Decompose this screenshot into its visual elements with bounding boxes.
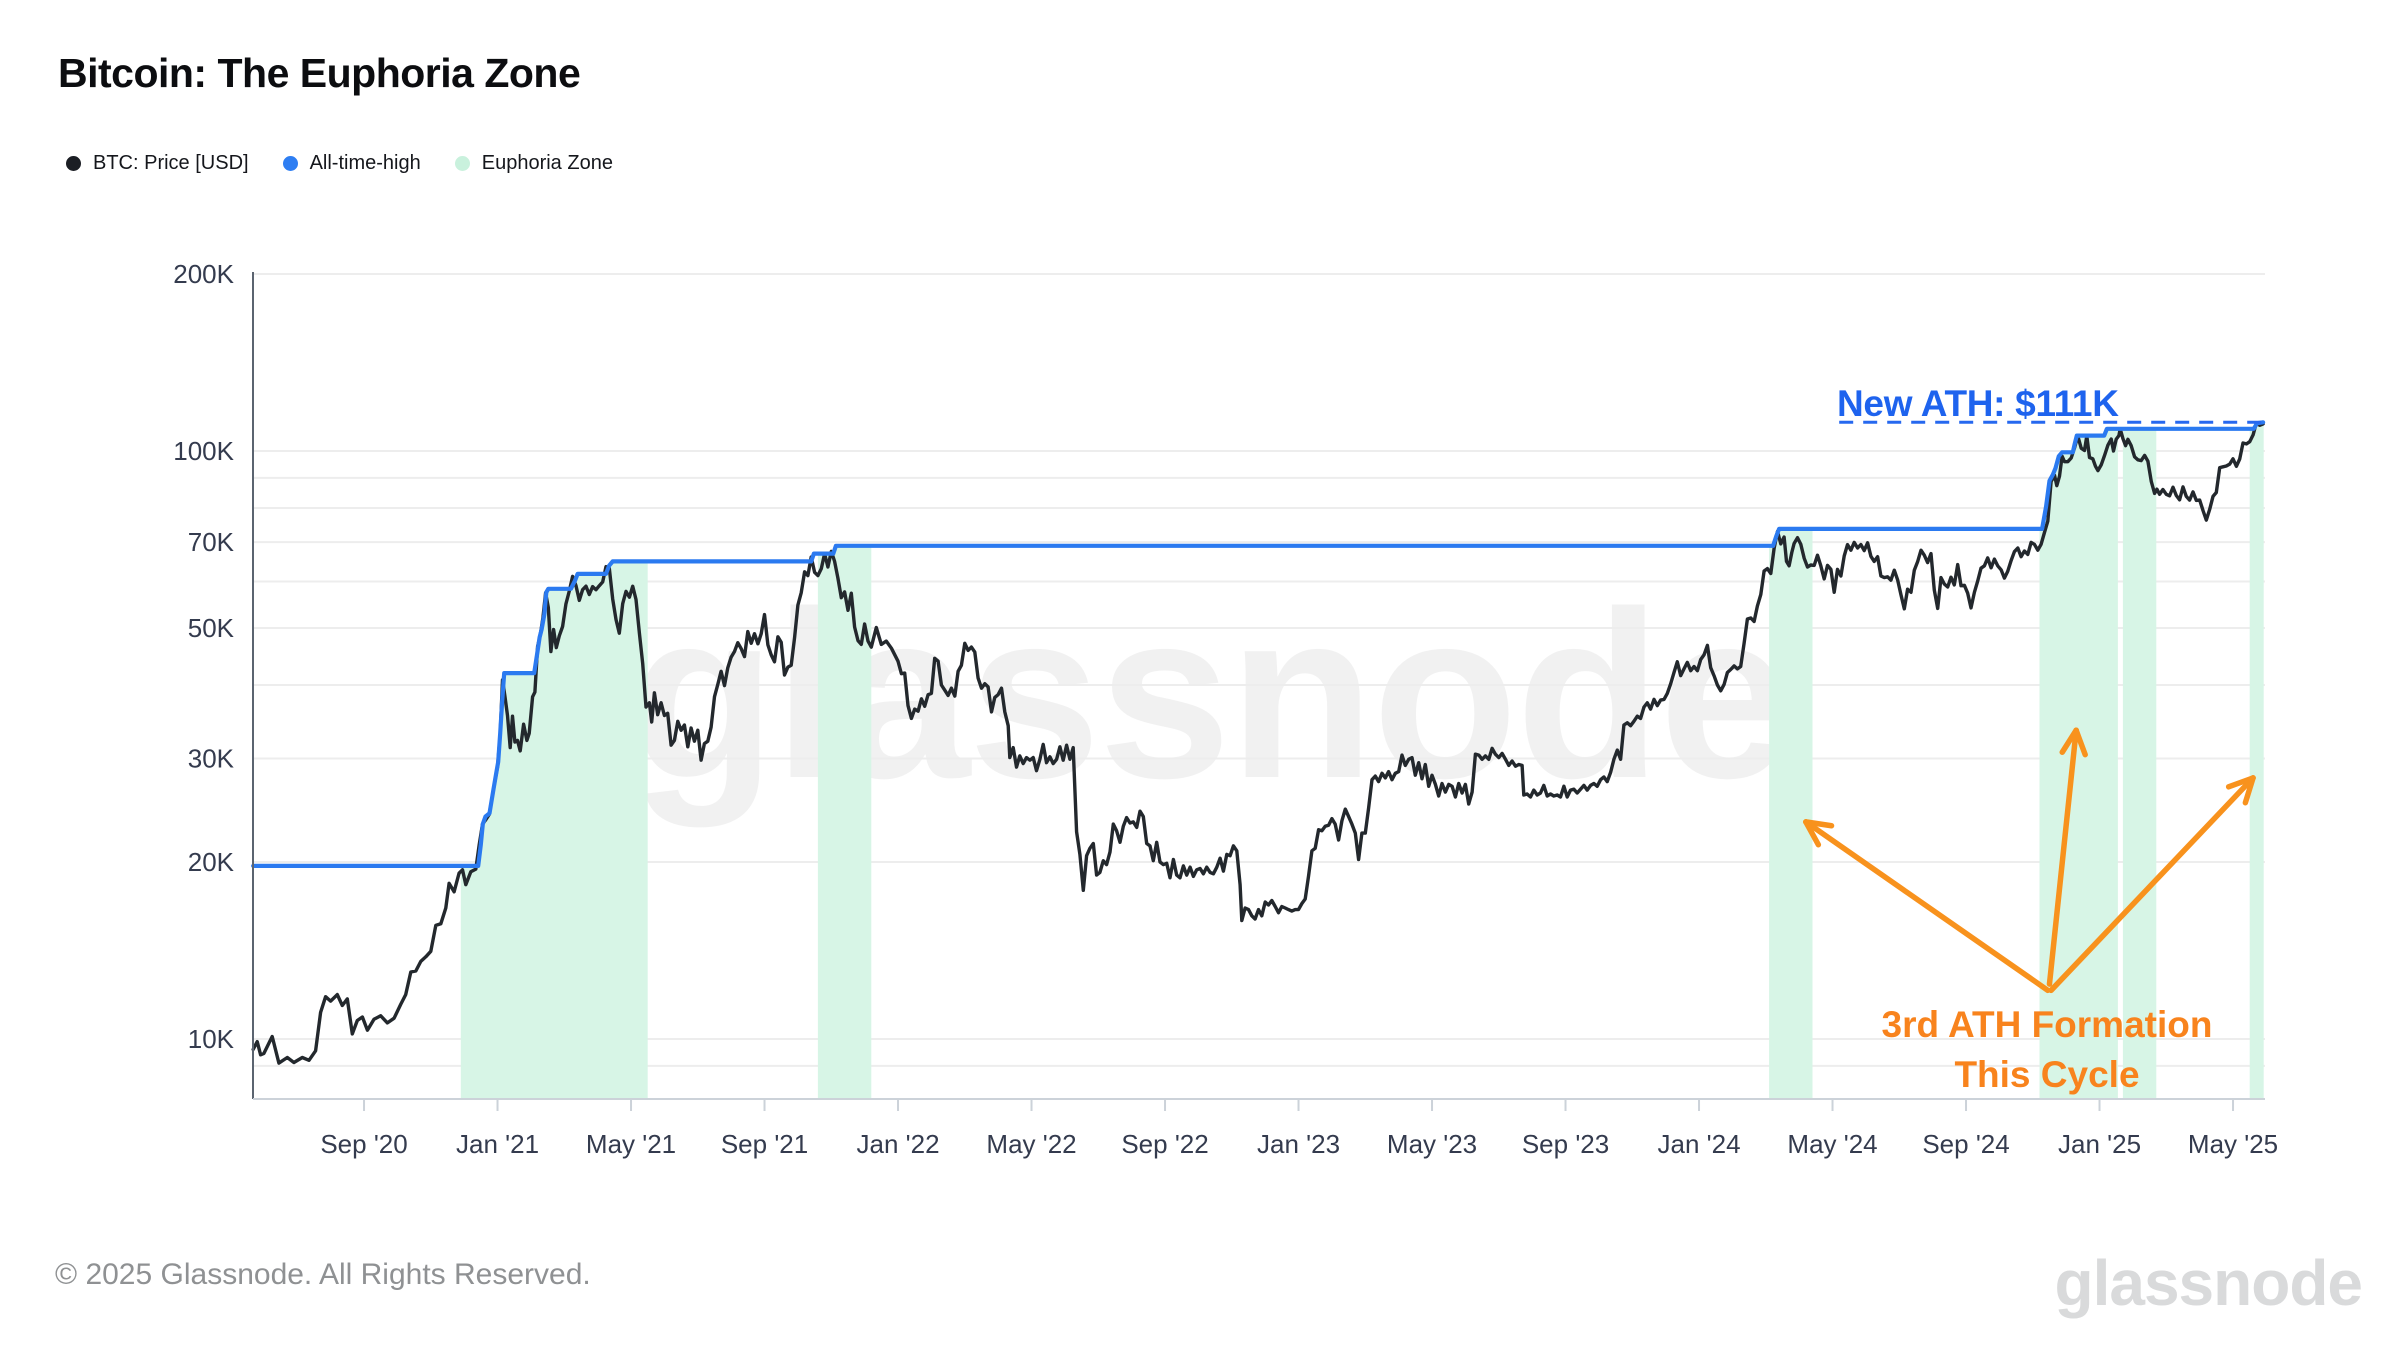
x-axis-label: Jan '23 — [1257, 1129, 1340, 1159]
euphoria-zone-band — [2122, 428, 2157, 1099]
annotation-arrowhead — [1803, 819, 1835, 829]
y-axis-label: 100K — [173, 436, 234, 466]
y-axis-label: 200K — [173, 259, 234, 289]
annotation-arrow — [2046, 727, 2079, 987]
all-time-high-marker-icon — [282, 156, 298, 171]
copyright-text: © 2025 Glassnode. All Rights Reserved. — [55, 1258, 591, 1291]
cycle-annotation: 3rd ATH Formation This Cycle — [1797, 1000, 2297, 1100]
x-axis-label: May '21 — [586, 1129, 676, 1159]
x-axis-label: May '24 — [1787, 1129, 1877, 1159]
btc-price-line — [251, 421, 2265, 1065]
glassnode-logo: glassnode — [2054, 1247, 2363, 1319]
new-ath-annotation: New ATH: $111K — [1837, 383, 2119, 424]
annotation-arrowhead — [2225, 775, 2256, 790]
x-axis-label: Sep '22 — [1121, 1129, 1208, 1159]
annotation-arrowhead — [1803, 819, 1822, 848]
x-axis-label: Sep '23 — [1522, 1129, 1609, 1159]
legend-label-euphoria-zone: Euphoria Zone — [481, 152, 613, 174]
cycle-annotation-line1: 3rd ATH Formation — [1881, 1004, 2213, 1045]
x-axis-label: Jan '24 — [1658, 1129, 1741, 1159]
legend-item-euphoria-zone: Euphoria Zone — [454, 152, 613, 175]
euphoria-zone-band — [2249, 422, 2264, 1099]
euphoria-zone-band — [1769, 528, 1813, 1099]
page-title: Bitcoin: The Euphoria Zone — [58, 50, 581, 96]
euphoria-zone-marker-icon — [454, 156, 470, 171]
legend-item-all-time-high: All-time-high — [282, 152, 421, 175]
legend-label-all-time-high: All-time-high — [309, 152, 421, 174]
y-axis-label: 30K — [188, 743, 235, 773]
x-axis-label: Jan '21 — [456, 1129, 539, 1159]
euphoria-zone-band — [817, 545, 872, 1099]
y-axis-label: 10K — [188, 1024, 235, 1054]
y-axis-label: 20K — [188, 847, 235, 877]
x-axis-label: May '25 — [2188, 1129, 2278, 1159]
annotation-arrowhead — [2059, 727, 2079, 755]
annotation-arrowhead — [2073, 727, 2088, 758]
all-time-high-line — [251, 420, 2266, 868]
x-axis-label: Jan '25 — [2058, 1129, 2141, 1159]
cycle-annotation-line2: This Cycle — [1954, 1053, 2140, 1095]
annotation-arrowhead — [2242, 775, 2256, 806]
annotation-arrow — [1803, 819, 2051, 994]
y-axis-label: 70K — [188, 527, 235, 557]
btc-price-marker-icon — [66, 156, 81, 171]
chart-legend: BTC: Price [USD] All-time-high Euphoria … — [66, 152, 613, 175]
annotation-arrow — [2048, 775, 2256, 994]
euphoria-zone-band — [460, 561, 648, 1099]
euphoria-zone-band — [2039, 428, 2118, 1099]
x-axis-label: Sep '24 — [1922, 1129, 2009, 1159]
y-axis-label: 50K — [188, 613, 235, 643]
x-axis-label: Sep '21 — [721, 1129, 808, 1159]
x-axis-label: May '23 — [1387, 1129, 1477, 1159]
x-axis-label: May '22 — [986, 1129, 1076, 1159]
legend-item-btc-price: BTC: Price [USD] — [66, 152, 249, 175]
legend-label-btc-price: BTC: Price [USD] — [93, 152, 249, 174]
x-axis-label: Jan '22 — [857, 1129, 940, 1159]
x-axis-label: Sep '20 — [320, 1129, 407, 1159]
